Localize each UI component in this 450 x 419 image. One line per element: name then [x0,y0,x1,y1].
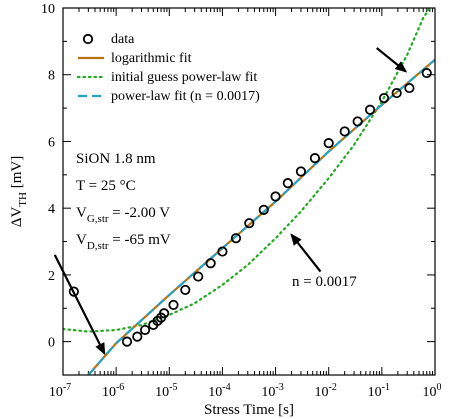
plot-frame [62,7,436,376]
device-annotation: SiON 1.8 nm T = 25 °C VG,str = -2.00 V VD,s… [76,151,171,252]
y-axis-label: ΔVTH [mV] [9,156,29,227]
annotation-arrow [290,233,322,273]
data-point [295,166,307,177]
device-annotation-line: VD,str = -65 mV [76,232,171,252]
data-point [217,246,228,257]
x-tick-label: 10-1 [368,382,390,400]
data-point [132,331,143,342]
data-point [282,178,293,189]
data-point [168,299,179,311]
y-tick-label: 4 [48,202,55,217]
y-tick-label: 2 [48,269,55,284]
x-tick-label: 10-7 [49,382,71,400]
data-point [244,218,255,229]
device-annotation-line: T = 25 °C [76,178,136,194]
data-point [270,191,281,202]
data-point [339,126,350,137]
data-point [68,286,79,297]
data-point [404,82,415,94]
plot-area [63,8,435,375]
legend: data logarithmic fit initial guess power-l… [76,32,260,104]
data-point [323,138,334,149]
y-tick-label: 8 [48,69,55,84]
x-tick-label: 10-2 [315,382,337,400]
data-point [258,204,269,215]
device-annotation-line: VG,str = -2.00 V [76,205,170,225]
y-tick-label: 0 [48,336,55,351]
annotation-arrow [376,47,408,73]
x-tick-label: 10-3 [261,382,283,400]
x-tick-label: 10-6 [102,382,124,400]
x-tick-label: 10-5 [155,382,177,400]
data-point [230,233,242,244]
data-point [121,336,133,347]
data-point [378,92,390,104]
x-axis-label: Stress Time [s] [204,402,294,418]
annotation-arrow [53,254,106,356]
data-point [193,271,204,282]
y-tick-label: 10 [41,2,55,17]
x-tick-label: 10-4 [208,382,230,400]
legend-entry-label: data [111,32,135,47]
data-point [391,87,402,99]
series-line-dotted [63,8,431,333]
n-value-label: n = 0.0017 [292,274,357,290]
data-point [139,324,151,336]
x-tick-label: 100 [423,382,442,400]
data-point [180,284,191,296]
legend-swatch-marker [82,33,94,45]
data-point [309,153,321,164]
legend-entry-label: logarithmic fit [111,51,192,66]
axis-ticks: 10-7 10-6 10-5 10-4 10-3 10-2 10-1 100 0 2 4 6 8 10 [41,2,442,400]
data-point [421,67,432,79]
y-tick-label: 6 [48,135,55,150]
data-point [159,308,170,319]
data-point [352,116,363,127]
data-point [205,258,216,269]
legend-entry-label: power-law fit (n = 0.0017) [111,89,260,104]
device-annotation-line: SiON 1.8 nm [76,151,156,167]
legend-entry-label: initial guess power-law fit [111,70,257,85]
data-point [364,104,376,115]
